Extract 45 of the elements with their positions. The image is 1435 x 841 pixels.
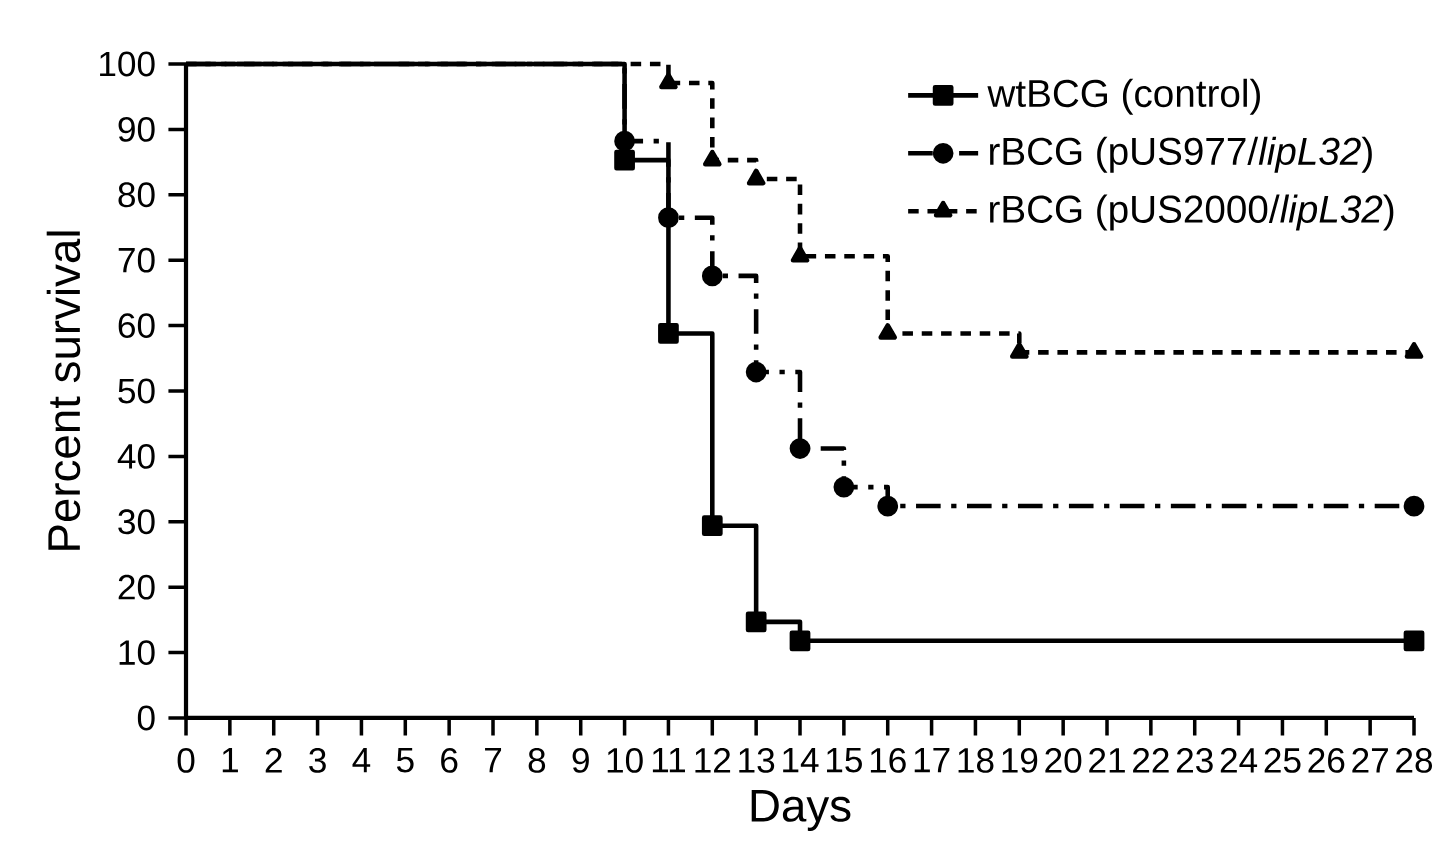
y-tick-label: 90 — [118, 116, 155, 142]
y-tick-label: 40 — [117, 443, 155, 469]
y-tick-label: 100 — [100, 51, 155, 77]
y-tick-label: 0 — [137, 705, 155, 731]
legend-label: rBCG (pUS977/lipL32) — [990, 136, 1372, 173]
x-tick-label: 0 — [177, 747, 195, 773]
y-tick-label: 80 — [118, 182, 155, 208]
x-tick-label: 17 — [914, 747, 950, 773]
x-tick-label: 12 — [695, 747, 731, 773]
x-tick-label: 28 — [1396, 747, 1433, 773]
x-tick-label: 9 — [572, 747, 589, 773]
y-tick-label: 50 — [118, 378, 155, 404]
x-tick-label: 24 — [1220, 747, 1258, 773]
x-tick-label: 3 — [309, 747, 326, 773]
legend-label: wtBCG (control) — [987, 78, 1260, 115]
x-tick-label: 1 — [222, 747, 238, 773]
x-tick-label: 18 — [958, 747, 994, 773]
y-tick-label: 10 — [119, 640, 155, 666]
x-tick-label: 27 — [1352, 747, 1388, 773]
x-tick-label: 4 — [352, 747, 371, 773]
x-tick-label: 21 — [1089, 747, 1125, 773]
x-tick-label: 14 — [783, 747, 819, 773]
x-tick-label: 7 — [485, 747, 502, 773]
y-tick-label: 60 — [118, 313, 155, 339]
y-tick-label: 70 — [118, 247, 155, 273]
x-tick-label: 23 — [1176, 747, 1213, 773]
x-tick-label: 22 — [1133, 747, 1169, 773]
x-tick-label: 25 — [1264, 747, 1301, 773]
x-tick-label: 15 — [827, 747, 862, 773]
x-tick-label: 26 — [1308, 747, 1345, 773]
x-tick-label: 11 — [652, 747, 685, 773]
legend-label: rBCG (pUS2000/lipL32) — [990, 194, 1394, 231]
x-tick-label: 13 — [739, 747, 775, 773]
x-tick-label: 2 — [265, 747, 282, 773]
y-tick-label: 20 — [118, 574, 155, 600]
x-tick-label: 8 — [528, 747, 546, 773]
x-tick-label: 6 — [441, 747, 458, 773]
x-tick-label: 19 — [1002, 747, 1038, 773]
y-axis-title: Percent survival — [46, 231, 81, 550]
y-tick-label: 30 — [118, 509, 155, 535]
x-axis-title: Days — [751, 789, 851, 831]
x-tick-label: 10 — [607, 747, 643, 773]
x-tick-label: 20 — [1045, 747, 1082, 773]
x-tick-label: 5 — [396, 747, 414, 773]
x-tick-label: 16 — [870, 747, 906, 773]
